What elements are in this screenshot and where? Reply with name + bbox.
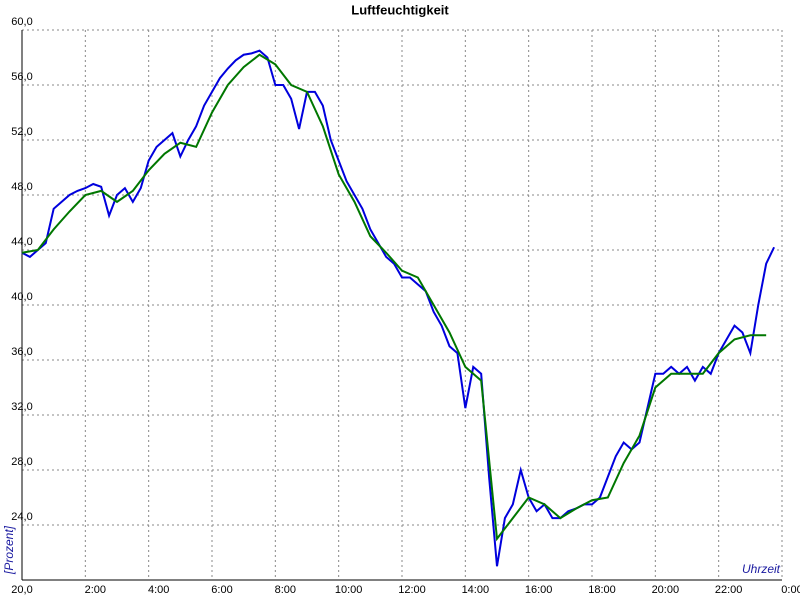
- x-tick-label: 16:00: [525, 584, 553, 596]
- x-tick-label: 4:00: [148, 584, 169, 596]
- y-axis-label: [Prozent]: [2, 525, 16, 575]
- chart-title: Luftfeuchtigkeit: [351, 2, 449, 17]
- series-line: [21, 53, 767, 542]
- x-tick-label: 10:00: [335, 584, 363, 596]
- x-axis-label: Uhrzeit: [742, 562, 781, 576]
- x-tick-label: 0:00: [781, 584, 800, 596]
- x-tick-label: 12:00: [398, 584, 426, 596]
- series-line: [21, 49, 775, 567]
- y-tick-label: 60,0: [11, 16, 32, 28]
- x-tick-label: 8:00: [275, 584, 296, 596]
- x-tick-label: 18:00: [588, 584, 616, 596]
- x-tick-label: 22:00: [715, 584, 743, 596]
- y-tick-label: 20,0: [11, 584, 32, 596]
- x-tick-label: 2:00: [85, 584, 106, 596]
- x-tick-label: 6:00: [211, 584, 232, 596]
- x-tick-label: 14:00: [462, 584, 490, 596]
- x-tick-label: 20:00: [652, 584, 680, 596]
